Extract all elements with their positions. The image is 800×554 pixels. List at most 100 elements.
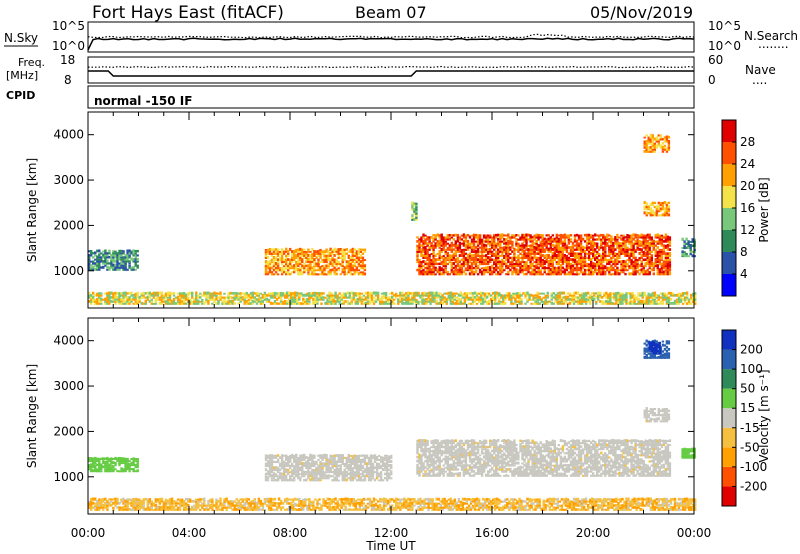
data-region-5 <box>643 201 671 217</box>
x-tick-label: 20:00 <box>576 526 611 540</box>
power-panel: 1000 2000 3000 4000 Slant Range [km] <box>25 111 697 309</box>
freq-left-label-2: [MHz] <box>6 69 38 82</box>
power-colorbar: 4 8 12 16 20 24 28 <box>721 119 755 297</box>
sky-left-tick-bottom: 10^0 <box>52 39 85 53</box>
velocity-heatmap <box>88 339 697 511</box>
colorbar-swatch <box>722 142 736 164</box>
colorbar-swatch <box>722 349 736 370</box>
data-region-7 <box>681 447 696 459</box>
colorbar-tick-label: 4 <box>740 267 748 281</box>
sky-left-label: N.Sky <box>4 31 38 45</box>
x-tick-label: 12:00 <box>374 526 409 540</box>
freq-left-label-1: Freq. <box>18 56 45 69</box>
x-tick-label: 00:00 <box>677 526 712 540</box>
data-region-0 <box>88 249 139 271</box>
colorbar-tick-label: 20 <box>740 179 755 193</box>
data-region-2 <box>88 291 697 305</box>
y-tick-label: 1000 <box>53 264 84 278</box>
x-tick-label: 08:00 <box>273 526 308 540</box>
power-y-axis-label: Slant Range [km] <box>25 158 39 262</box>
colorbar-swatch <box>722 369 736 389</box>
colorbar-tick-label: 200 <box>740 343 763 357</box>
colorbar-swatch <box>722 186 736 208</box>
y-tick-label: 2000 <box>53 218 84 232</box>
y-tick-label: 1000 <box>53 470 84 484</box>
data-region-1 <box>264 247 367 276</box>
freq-right-legend: .... <box>752 73 767 87</box>
beam-title: Beam 07 <box>355 3 427 22</box>
colorbar-swatch <box>722 252 736 274</box>
velocity-colorbar: 200 100 50 15 -15 -50 -100 -200 <box>721 329 767 507</box>
power-heatmap <box>88 133 697 305</box>
colorbar-swatch <box>722 447 736 467</box>
y-tick-label: 4000 <box>53 128 84 142</box>
y-tick-label: 3000 <box>53 173 84 187</box>
freq-right-tick-bottom: 0 <box>708 73 716 87</box>
colorbar-swatch <box>722 427 736 448</box>
colorbar-tick-label: -15 <box>740 421 760 435</box>
freq-left-tick-top: 18 <box>60 53 75 67</box>
colorbar-tick-label: 100 <box>740 362 763 376</box>
sky-right-label: N.Search <box>744 29 798 43</box>
data-region-3 <box>416 233 672 276</box>
power-colorbar-title: Power [dB] <box>757 177 771 242</box>
colorbar-tick-label: -100 <box>740 460 767 474</box>
cpid-panel: CPID normal -150 IF <box>6 85 695 109</box>
cpid-label: CPID <box>6 89 35 102</box>
data-region-3 <box>416 438 672 477</box>
colorbar-tick-label: 12 <box>740 223 755 237</box>
data-region-7 <box>681 237 696 258</box>
colorbar-tick-label: 24 <box>740 157 755 171</box>
data-region-1 <box>264 453 393 482</box>
colorbar-swatch <box>722 388 736 409</box>
sky-noise-line <box>87 37 695 51</box>
freq-left-tick-bottom: 8 <box>64 73 72 87</box>
velocity-panel: 1000 2000 3000 4000 Slant Range [km] <box>25 317 697 515</box>
station-title: Fort Hays East (fitACF) <box>92 3 284 23</box>
sky-right-tick-bottom: 10^0 <box>708 39 741 53</box>
colorbar-swatch <box>722 164 736 186</box>
colorbar-tick-label: 28 <box>740 135 755 149</box>
time-axis-ticks: 00:00 04:00 08:00 12:00 16:00 20:00 00:00 <box>71 526 712 540</box>
sky-panel: N.Sky 10^5 10^0 10^5 10^0 N.Search .....… <box>4 19 798 53</box>
colorbar-swatch <box>722 120 736 142</box>
data-region-6 <box>643 133 671 153</box>
colorbar-swatch <box>722 208 736 230</box>
velocity-y-axis-label: Slant Range [km] <box>25 364 39 468</box>
colorbar-swatch <box>722 230 736 252</box>
sky-right-legend: ........ <box>758 37 789 51</box>
frequency-line <box>88 70 694 77</box>
data-region-6 <box>648 341 661 355</box>
x-tick-label: 00:00 <box>71 526 106 540</box>
power-axis-ticks: 1000 2000 3000 4000 <box>53 112 695 308</box>
freq-right-tick-top: 60 <box>708 53 723 67</box>
data-region-4 <box>411 201 418 221</box>
sky-right-tick-top: 10^5 <box>708 19 741 33</box>
x-tick-label: 16:00 <box>475 526 510 540</box>
time-axis-label: Time UT <box>365 539 416 553</box>
sky-left-tick-top: 10^5 <box>52 19 85 33</box>
colorbar-tick-label: -50 <box>740 440 760 454</box>
data-region-2 <box>88 497 697 511</box>
colorbar-tick-label: 16 <box>740 201 755 215</box>
x-tick-label: 04:00 <box>172 526 207 540</box>
colorbar-swatch <box>722 486 736 506</box>
colorbar-swatch <box>722 466 736 487</box>
nave-line <box>87 65 695 69</box>
colorbar-tick-label: 15 <box>740 401 755 415</box>
y-tick-label: 3000 <box>53 379 84 393</box>
colorbar-swatch <box>722 408 736 428</box>
velocity-axis-ticks: 1000 2000 3000 4000 <box>53 318 695 514</box>
freq-panel: Freq. [MHz] 18 8 60 0 Nave .... <box>6 53 776 87</box>
colorbar-swatch <box>722 274 736 296</box>
colorbar-tick-label: 50 <box>740 382 755 396</box>
colorbar-tick-label: -200 <box>740 479 767 493</box>
velocity-colorbar-title: Velocity [m s⁻¹] <box>757 369 771 462</box>
y-tick-label: 4000 <box>53 334 84 348</box>
colorbar-swatch <box>722 330 736 350</box>
data-region-0 <box>88 456 139 473</box>
search-noise-line <box>87 33 695 39</box>
y-tick-label: 2000 <box>53 424 84 438</box>
colorbar-tick-label: 8 <box>740 245 748 259</box>
